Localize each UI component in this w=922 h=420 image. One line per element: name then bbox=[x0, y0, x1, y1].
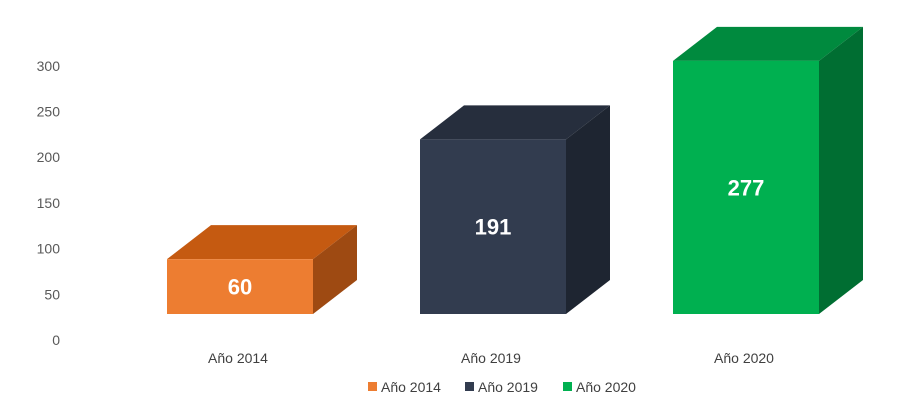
bar-año-2019: 191 bbox=[420, 105, 610, 315]
x-axis: Año 2014 Año 2019 Año 2020 bbox=[208, 350, 774, 366]
bar-top-face bbox=[673, 26, 863, 61]
y-tick-label: 200 bbox=[37, 149, 61, 165]
x-tick-label: Año 2019 bbox=[461, 350, 521, 366]
y-tick-label: 100 bbox=[37, 241, 61, 257]
x-tick-label: Año 2020 bbox=[714, 350, 774, 366]
y-axis: 0 50 100 150 200 250 300 bbox=[37, 58, 61, 348]
y-tick-label: 250 bbox=[37, 104, 61, 120]
bar-top-face bbox=[167, 225, 357, 260]
data-label: 191 bbox=[475, 215, 512, 240]
legend: Año 2014 Año 2019 Año 2020 bbox=[368, 379, 636, 395]
legend-swatch bbox=[368, 382, 377, 391]
bars: 60 191 277 bbox=[167, 26, 863, 315]
y-tick-label: 0 bbox=[52, 332, 60, 348]
legend-swatch bbox=[465, 382, 474, 391]
x-tick-label: Año 2014 bbox=[208, 350, 268, 366]
legend-label: Año 2019 bbox=[478, 379, 538, 395]
bar-side-face bbox=[566, 105, 610, 315]
bar-top-face bbox=[420, 105, 610, 140]
bar-año-2014: 60 bbox=[167, 225, 357, 314]
bar-front-face bbox=[167, 259, 313, 314]
y-tick-label: 150 bbox=[37, 195, 61, 211]
bar-side-face bbox=[313, 225, 357, 314]
y-tick-label: 50 bbox=[44, 286, 60, 302]
legend-item: Año 2014 bbox=[368, 379, 441, 395]
legend-label: Año 2014 bbox=[381, 379, 441, 395]
data-label: 277 bbox=[728, 175, 765, 200]
data-label: 60 bbox=[228, 275, 252, 300]
y-tick-label: 300 bbox=[37, 58, 61, 74]
legend-item: Año 2019 bbox=[465, 379, 538, 395]
bar-front-face bbox=[673, 60, 819, 315]
bar-side-face bbox=[819, 26, 863, 315]
bar-front-face bbox=[420, 139, 566, 314]
legend-label: Año 2020 bbox=[576, 379, 636, 395]
legend-swatch bbox=[563, 382, 572, 391]
bar-año-2020: 277 bbox=[673, 26, 863, 315]
legend-item: Año 2020 bbox=[563, 379, 636, 395]
